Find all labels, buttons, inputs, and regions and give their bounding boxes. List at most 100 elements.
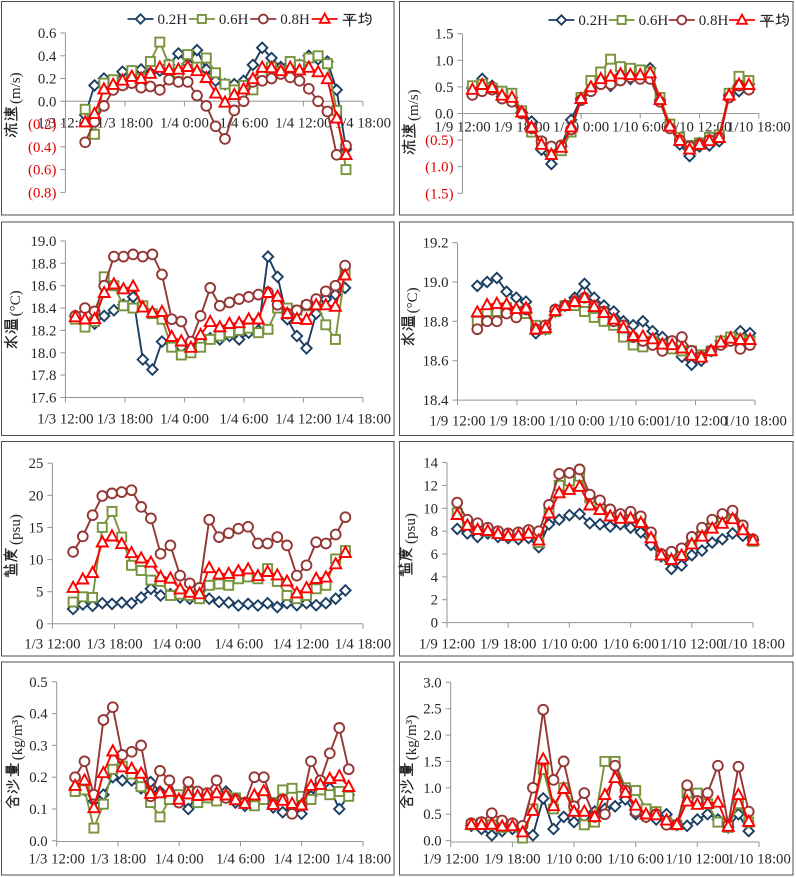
svg-text:(0.5): (0.5)	[425, 133, 453, 149]
svg-text:0.6: 0.6	[38, 26, 57, 42]
svg-text:0.6H: 0.6H	[219, 12, 249, 28]
svg-text:1/10 18:00: 1/10 18:00	[723, 414, 787, 430]
svg-text:2: 2	[431, 593, 438, 609]
svg-text:18.6: 18.6	[30, 279, 56, 295]
svg-text:(°C): (°C)	[8, 290, 24, 316]
svg-text:10: 10	[423, 501, 438, 517]
svg-text:1/9 12:00: 1/9 12:00	[423, 852, 479, 868]
svg-text:18.8: 18.8	[423, 314, 449, 330]
svg-text:18.0: 18.0	[30, 346, 56, 362]
svg-text:0.2: 0.2	[38, 72, 57, 88]
svg-text:18.4: 18.4	[30, 301, 56, 317]
svg-text:0.2: 0.2	[29, 770, 48, 786]
svg-text:1.0: 1.0	[423, 781, 442, 797]
svg-text:1/9 12:00: 1/9 12:00	[429, 414, 485, 430]
svg-text:2.5: 2.5	[423, 702, 442, 718]
svg-text:1/10 18:00: 1/10 18:00	[727, 120, 791, 136]
svg-text:18.2: 18.2	[30, 323, 56, 339]
svg-text:0.2H: 0.2H	[158, 12, 188, 28]
svg-text:18.8: 18.8	[30, 256, 56, 272]
svg-text:1.5: 1.5	[423, 754, 442, 770]
svg-text:1/9 18:00: 1/9 18:00	[489, 414, 545, 430]
svg-text:19.2: 19.2	[423, 236, 449, 252]
svg-text:1/10 6:00: 1/10 6:00	[608, 414, 664, 430]
svg-text:1/10 6:00: 1/10 6:00	[608, 852, 664, 868]
svg-text:1/3 18:00: 1/3 18:00	[97, 412, 153, 428]
svg-text:1/10 6:00: 1/10 6:00	[602, 637, 658, 653]
svg-text:1/3 12:00: 1/3 12:00	[37, 412, 93, 428]
svg-text:19.0: 19.0	[30, 234, 56, 250]
svg-text:0.8H: 0.8H	[699, 13, 729, 29]
svg-text:0.4: 0.4	[29, 707, 48, 723]
svg-text:0.5: 0.5	[435, 80, 454, 96]
svg-text:0.5: 0.5	[29, 675, 48, 691]
svg-text:1/4 12:00: 1/4 12:00	[275, 412, 331, 428]
svg-text:5: 5	[36, 585, 43, 601]
svg-text:0.5: 0.5	[423, 807, 442, 823]
svg-text:1/4 12:00: 1/4 12:00	[275, 116, 331, 132]
svg-text:1/9 18:00: 1/9 18:00	[484, 852, 540, 868]
svg-text:(m/s): (m/s)	[406, 89, 422, 121]
svg-text:(1.0): (1.0)	[425, 160, 453, 176]
svg-text:1/9 18:00: 1/9 18:00	[480, 637, 536, 653]
svg-text:17.8: 17.8	[30, 368, 56, 384]
svg-text:3.0: 3.0	[423, 675, 442, 691]
svg-text:(0.4): (0.4)	[28, 140, 56, 156]
svg-text:(°C): (°C)	[405, 287, 421, 313]
svg-text:(1.5): (1.5)	[425, 186, 453, 202]
svg-text:1/10 12:00: 1/10 12:00	[665, 852, 729, 868]
svg-text:0.0: 0.0	[29, 834, 48, 850]
svg-text:1/4 6:00: 1/4 6:00	[219, 412, 268, 428]
svg-text:0.0: 0.0	[435, 107, 454, 123]
svg-text:15: 15	[29, 520, 44, 536]
svg-text:1/4 18:00: 1/4 18:00	[335, 852, 391, 868]
svg-text:20: 20	[29, 488, 44, 504]
svg-text:6: 6	[431, 547, 438, 563]
svg-text:1/4 12:00: 1/4 12:00	[273, 637, 329, 653]
svg-text:1/10 0:00: 1/10 0:00	[548, 414, 604, 430]
svg-text:0.0: 0.0	[38, 94, 57, 110]
svg-text:1/9 12:00: 1/9 12:00	[419, 637, 475, 653]
svg-text:0: 0	[36, 617, 43, 633]
svg-text:1/3 12:00: 1/3 12:00	[24, 637, 80, 653]
svg-text:(m/s): (m/s)	[8, 72, 24, 104]
svg-text:1/10 0:00: 1/10 0:00	[553, 120, 609, 136]
svg-text:1/9 18:00: 1/9 18:00	[494, 120, 550, 136]
svg-text:1/10 12:00: 1/10 12:00	[664, 414, 728, 430]
svg-text:0.4: 0.4	[38, 49, 57, 65]
svg-text:4: 4	[431, 570, 439, 586]
svg-text:1/3 12:00: 1/3 12:00	[29, 852, 85, 868]
svg-text:1/4 18:00: 1/4 18:00	[335, 116, 391, 132]
svg-text:1/3 18:00: 1/3 18:00	[86, 637, 142, 653]
svg-text:1/10 0:00: 1/10 0:00	[541, 637, 597, 653]
svg-text:1/4 18:00: 1/4 18:00	[335, 412, 391, 428]
svg-text:25: 25	[29, 456, 44, 472]
svg-text:(kg/m³): (kg/m³)	[404, 715, 420, 760]
svg-text:0.0: 0.0	[423, 834, 442, 850]
svg-text:0.8H: 0.8H	[280, 12, 310, 28]
svg-text:1/10 18:00: 1/10 18:00	[727, 852, 791, 868]
svg-text:0.6H: 0.6H	[639, 13, 669, 29]
svg-text:2.0: 2.0	[423, 728, 442, 744]
svg-text:1/10 0:00: 1/10 0:00	[546, 852, 602, 868]
svg-text:19.0: 19.0	[423, 275, 449, 291]
svg-text:18.4: 18.4	[423, 393, 449, 409]
svg-text:1/4 12:00: 1/4 12:00	[274, 852, 330, 868]
svg-text:1/4 0:00: 1/4 0:00	[155, 852, 204, 868]
svg-text:1/3 18:00: 1/3 18:00	[97, 116, 153, 132]
svg-text:1/9 12:00: 1/9 12:00	[434, 120, 490, 136]
svg-text:1/4 6:00: 1/4 6:00	[219, 116, 268, 132]
svg-text:0: 0	[431, 616, 438, 632]
svg-text:14: 14	[423, 456, 438, 472]
svg-text:1/3 18:00: 1/3 18:00	[90, 852, 146, 868]
svg-text:(0.8): (0.8)	[28, 185, 56, 201]
svg-text:10: 10	[29, 553, 44, 569]
svg-text:1/10 18:00: 1/10 18:00	[721, 637, 785, 653]
svg-text:(psu): (psu)	[8, 514, 24, 545]
svg-text:1/4 0:00: 1/4 0:00	[160, 116, 209, 132]
svg-text:12: 12	[423, 478, 438, 494]
svg-text:(0.6): (0.6)	[28, 163, 56, 179]
svg-text:1/4 0:00: 1/4 0:00	[152, 637, 201, 653]
svg-text:1/4 0:00: 1/4 0:00	[160, 412, 209, 428]
svg-text:17.6: 17.6	[30, 391, 56, 407]
